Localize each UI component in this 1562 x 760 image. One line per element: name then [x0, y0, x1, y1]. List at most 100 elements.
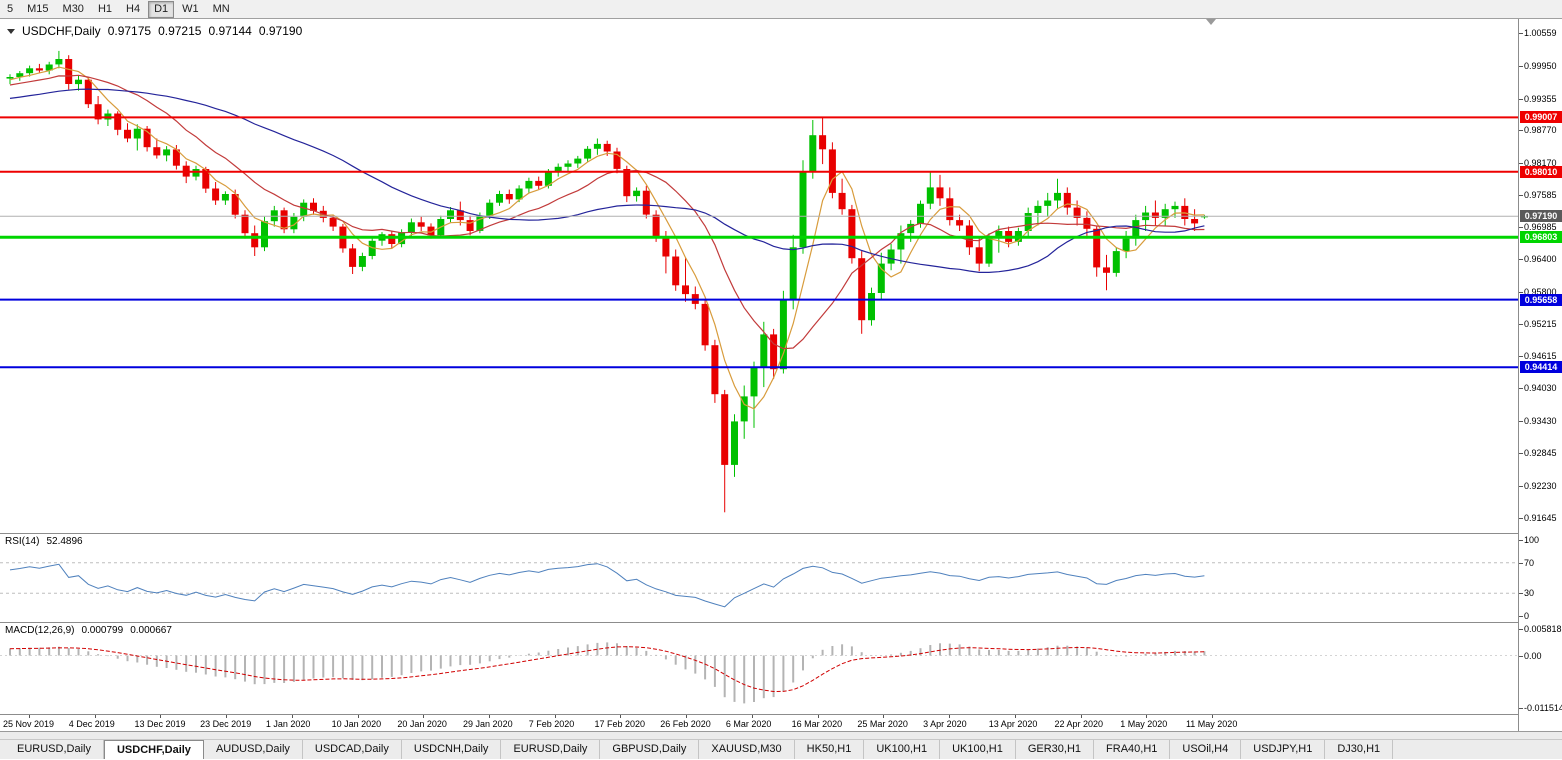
panel-separator[interactable]: [0, 714, 1562, 715]
chart-low-value: 0.97144: [208, 24, 252, 38]
date-tick-label: 25 Mar 2020: [857, 719, 908, 729]
chart-tab-usoil-h4[interactable]: USOil,H4: [1170, 740, 1242, 759]
axis-tick-mark: [1519, 259, 1523, 261]
price-tick-label: 0.99355: [1524, 93, 1557, 104]
chart-shift-marker-icon[interactable]: [1206, 19, 1216, 25]
date-tick-label: 26 Feb 2020: [660, 719, 711, 729]
axis-tick-mark: [1519, 66, 1523, 68]
rsi-line: [9, 563, 1205, 608]
axis-tick-mark: [1519, 452, 1523, 454]
chart-tab-gbpusd-daily[interactable]: GBPUSD,Daily: [600, 740, 700, 759]
chart-tab-hk50-h1[interactable]: HK50,H1: [795, 740, 865, 759]
price-tick-label: 0.96985: [1524, 222, 1557, 233]
date-axis[interactable]: 25 Nov 2019 4 Dec 2019 13 Dec 2019 23 Dec 2…: [0, 715, 1518, 731]
date-tick-label: 23 Dec 2019: [200, 719, 252, 729]
date-tick-label: 1 Jan 2020: [265, 719, 311, 729]
date-tick-label: 16 Mar 2020: [791, 719, 843, 729]
price-tick-label: 0.91645: [1524, 513, 1557, 523]
date-tick-label: 7 Feb 2020: [528, 719, 575, 729]
rsi-tick-label: 30: [1524, 588, 1535, 599]
chart-tab-ger30-h1[interactable]: GER30,H1: [1016, 740, 1095, 759]
timeframe-button-m15[interactable]: M15: [27, 2, 49, 15]
timeframe-button-5[interactable]: 5: [7, 2, 14, 15]
axis-tick-mark: [1519, 323, 1523, 325]
chart-tab-xauusd-m30[interactable]: XAUUSD,M30: [699, 740, 795, 759]
chart-area: USDCHF,Daily 0.97175 0.97215 0.97144 0.9…: [0, 19, 1562, 731]
date-tick-mark: [1014, 715, 1016, 718]
chart-tab-dj30-h1[interactable]: DJ30,H1: [1325, 740, 1394, 759]
timeframe-button-mn[interactable]: MN: [212, 2, 230, 15]
axis-tick-mark: [1519, 420, 1523, 422]
date-tick-mark: [817, 715, 819, 718]
panel-separator[interactable]: [0, 533, 1562, 534]
axis-tick-mark: [1519, 98, 1523, 100]
hline-price-tag-0.98010: 0.98010: [1520, 165, 1562, 178]
chart-open-value: 0.97175: [107, 24, 152, 38]
macd-signal-line: [9, 646, 1205, 693]
price-tick-label: 0.99950: [1524, 61, 1557, 72]
chart-tab-uk100-h1[interactable]: UK100,H1: [940, 740, 1016, 759]
date-tick-mark: [1146, 715, 1148, 718]
price-tick-label: 0.97585: [1524, 189, 1557, 200]
date-tick-label: 29 Jan 2020: [463, 719, 513, 729]
ma-5-line: [9, 66, 1205, 410]
price-tick-label: 0.95800: [1524, 286, 1557, 297]
rsi-name: RSI(14): [5, 536, 40, 547]
macd-panel[interactable]: MACD(12,26,9) 0.000799 0.000667: [0, 623, 1518, 714]
price-axis[interactable]: 1.00559 0.99950 0.99355 0.98770 0.98170 0.975…: [1518, 19, 1562, 731]
date-tick-label: 17 Feb 2020: [594, 719, 646, 729]
date-tick-label: 20 Jan 2020: [397, 719, 447, 729]
ma-lines: [9, 66, 1205, 410]
chart-tab-usdchf-daily[interactable]: USDCHF,Daily: [103, 740, 204, 759]
price-tick-label: 0.95215: [1524, 318, 1557, 329]
date-tick-mark: [226, 715, 228, 718]
price-tick-label: 0.96400: [1524, 254, 1557, 265]
axis-tick-mark: [1519, 540, 1523, 541]
date-tick-mark: [423, 715, 425, 718]
chart-tab-audusd-daily[interactable]: AUDUSD,Daily: [204, 740, 303, 759]
chart-title: USDCHF,Daily 0.97175 0.97215 0.97144 0.9…: [7, 24, 302, 38]
axis-tick-mark: [1519, 33, 1523, 34]
current-price-tag: 0.97190: [1520, 210, 1562, 223]
rsi-panel[interactable]: RSI(14) 52.4896: [0, 534, 1518, 622]
window-bottom-strip: [0, 731, 1562, 739]
chart-tab-usdcad-daily[interactable]: USDCAD,Daily: [303, 740, 402, 759]
axis-tick-mark: [1519, 655, 1523, 657]
chart-tab-usdcnh-daily[interactable]: USDCNH,Daily: [402, 740, 502, 759]
chart-close-value: 0.97190: [258, 24, 303, 38]
macd-tick-label: -0.011514: [1524, 703, 1562, 713]
date-tick-mark: [686, 715, 688, 718]
chart-tab-usdjpy-h1[interactable]: USDJPY,H1: [1241, 740, 1326, 759]
date-tick-label: 10 Jan 2020: [331, 719, 382, 729]
date-tick-mark: [1080, 715, 1082, 718]
timeframe-button-h1[interactable]: H1: [97, 2, 112, 15]
collapse-arrow-icon[interactable]: [7, 28, 15, 34]
chart-tab-fra40-h1[interactable]: FRA40,H1: [1094, 740, 1171, 759]
timeframe-button-m30[interactable]: M30: [62, 2, 84, 15]
price-chart-panel[interactable]: USDCHF,Daily 0.97175 0.97215 0.97144 0.9…: [0, 19, 1518, 533]
date-tick-label: 3 Apr 2020: [923, 719, 967, 729]
date-tick-label: 4 Dec 2019: [68, 719, 115, 729]
timeframe-button-d1[interactable]: D1: [148, 0, 175, 18]
date-tick-mark: [94, 715, 96, 718]
timeframe-button-h4[interactable]: H4: [126, 2, 141, 15]
chart-tab-eurusd-daily[interactable]: EURUSD,Daily: [501, 740, 601, 759]
rsi-label: RSI(14) 52.4896: [5, 536, 83, 547]
axis-tick-mark: [1519, 708, 1523, 709]
axis-tick-mark: [1519, 356, 1523, 358]
axis-tick-mark: [1519, 616, 1523, 617]
panel-separator[interactable]: [0, 622, 1562, 623]
axis-tick-mark: [1519, 518, 1523, 519]
chart-tab-eurusd-daily[interactable]: EURUSD,Daily: [5, 740, 104, 759]
date-tick-mark: [554, 715, 556, 718]
timeframe-button-w1[interactable]: W1: [182, 2, 199, 15]
hline-price-tag-0.95658: 0.95658: [1520, 293, 1562, 306]
date-tick-mark: [489, 715, 491, 718]
rsi-svg: [0, 562, 1518, 608]
timeframe-toolbar: 5 M15 M30 H1 H4 D1 W1 MN: [0, 0, 1562, 19]
price-tick-label: 0.94030: [1524, 383, 1557, 394]
chart-tab-uk100-h1[interactable]: UK100,H1: [864, 740, 941, 759]
date-tick-label: 11 May 2020: [1185, 719, 1238, 729]
macd-signal-value: 0.000667: [130, 625, 172, 636]
